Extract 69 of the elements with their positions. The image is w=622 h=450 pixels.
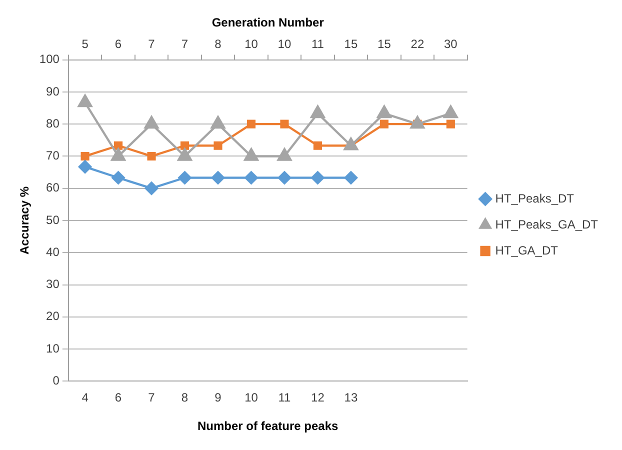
point [178, 171, 192, 184]
x-tick-label: 7 [148, 390, 156, 405]
point [344, 171, 358, 184]
legend-label: HT_Peaks_DT [495, 191, 575, 206]
point [178, 148, 192, 161]
text: 7 [148, 36, 156, 51]
text: 11 [311, 36, 324, 51]
point [80, 152, 90, 160]
y-tick-label: 40 [46, 244, 60, 259]
point [78, 160, 92, 174]
point [310, 105, 325, 118]
x-tick-label: 6 [114, 390, 122, 405]
text: 10 [278, 36, 292, 51]
x-tick-label: 12 [311, 390, 325, 405]
text: 5 [82, 36, 89, 51]
point [111, 148, 126, 161]
y-axis-title: Accuracy % [18, 186, 32, 255]
text: 8 [214, 36, 222, 51]
y-tick-label: 20 [46, 309, 60, 324]
point [446, 120, 455, 128]
x2-axis-title: Generation Number [212, 16, 324, 30]
point [112, 171, 125, 184]
x-axis-title: Number of feature peaks [198, 419, 339, 434]
text: 15 [344, 36, 358, 51]
point [377, 105, 392, 118]
point [210, 116, 226, 129]
y-tick-label: 90 [46, 84, 60, 98]
point [444, 105, 458, 118]
y-tick-label: 70 [46, 148, 60, 163]
point [244, 148, 258, 161]
point [214, 141, 222, 150]
point [278, 171, 292, 184]
point [280, 120, 289, 128]
x-tick-label: 13 [344, 390, 358, 405]
point [180, 141, 190, 150]
y-tick-label: 80 [46, 116, 60, 130]
y-tick-label: 10 [46, 341, 60, 356]
x-tick-label: 10 [244, 390, 258, 405]
point [313, 141, 322, 150]
text: 10 [244, 36, 258, 51]
point [410, 116, 425, 129]
point [344, 138, 358, 150]
point [380, 120, 388, 128]
text: 15 [378, 36, 392, 51]
point [277, 148, 292, 161]
y-tick-label: 0 [52, 374, 60, 388]
point [211, 171, 225, 184]
point [114, 141, 123, 150]
x-tick-label: 9 [214, 390, 222, 405]
point [311, 171, 324, 184]
legend-label: HT_Peaks_GA_DT [495, 217, 599, 232]
x-tick-label: 11 [278, 390, 292, 405]
y-tick-label: 60 [46, 180, 60, 195]
legend-label: HT_GA_DT [495, 243, 559, 258]
point [144, 182, 158, 195]
text: 7 [181, 36, 188, 51]
point [78, 94, 92, 108]
text: 30 [444, 36, 458, 51]
point [147, 152, 156, 160]
y-tick-label: 100 [39, 52, 60, 66]
point [144, 116, 159, 129]
point [246, 120, 256, 128]
y-tick-label: 30 [46, 277, 60, 292]
text: 22 [410, 36, 424, 51]
text: 6 [114, 36, 122, 51]
point [244, 171, 258, 184]
x-tick-label: 8 [181, 390, 188, 405]
x-tick-label: 4 [82, 390, 89, 405]
y-tick-label: 50 [46, 212, 60, 227]
